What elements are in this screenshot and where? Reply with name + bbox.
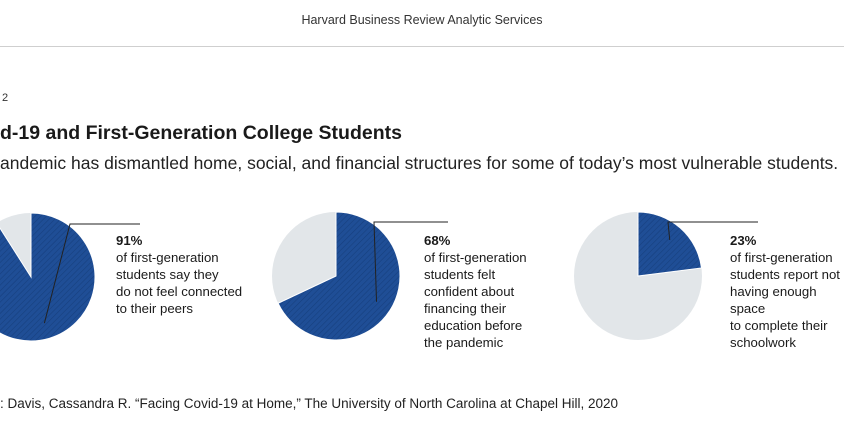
pie-3-leader-line [667,221,758,241]
stat-3-value: 23% [730,233,757,248]
source-note: : Davis, Cassandra R. “Facing Covid-19 a… [0,396,619,411]
stat-3: 23% of first-generation students report … [730,232,844,351]
pie-1-main-slice [0,212,96,342]
stat-2: 68% of first-generation students felt co… [424,232,527,351]
pie-2-leader-line [373,221,448,302]
stat-3-text: of first-generation students report not … [730,250,840,350]
pie-2-main-slice [277,211,401,341]
stat-2-value: 68% [424,233,451,248]
stat-1-text: of first-generation students say they do… [116,250,243,316]
chart-subtitle: andemic has dismantled home, social, and… [0,153,839,173]
stat-2-text: of first-generation students felt confid… [424,250,527,350]
pie-3-main-slice [637,211,703,277]
pie-charts [0,211,758,342]
stat-1: 91% of first-generation students say the… [116,232,242,317]
stat-1-value: 91% [116,233,143,248]
chart-title: d-19 and First-Generation College Studen… [0,122,402,144]
publisher-title: Harvard Business Review Analytic Service… [301,13,543,27]
pie-1-leader-line [43,223,140,324]
report-header: Harvard Business Review Analytic Service… [0,0,844,47]
figure-number: 2 [2,92,9,104]
